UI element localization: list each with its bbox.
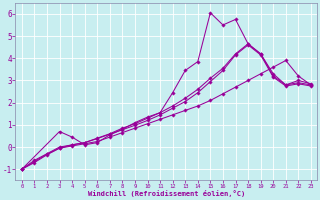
X-axis label: Windchill (Refroidissement éolien,°C): Windchill (Refroidissement éolien,°C)	[88, 190, 245, 197]
